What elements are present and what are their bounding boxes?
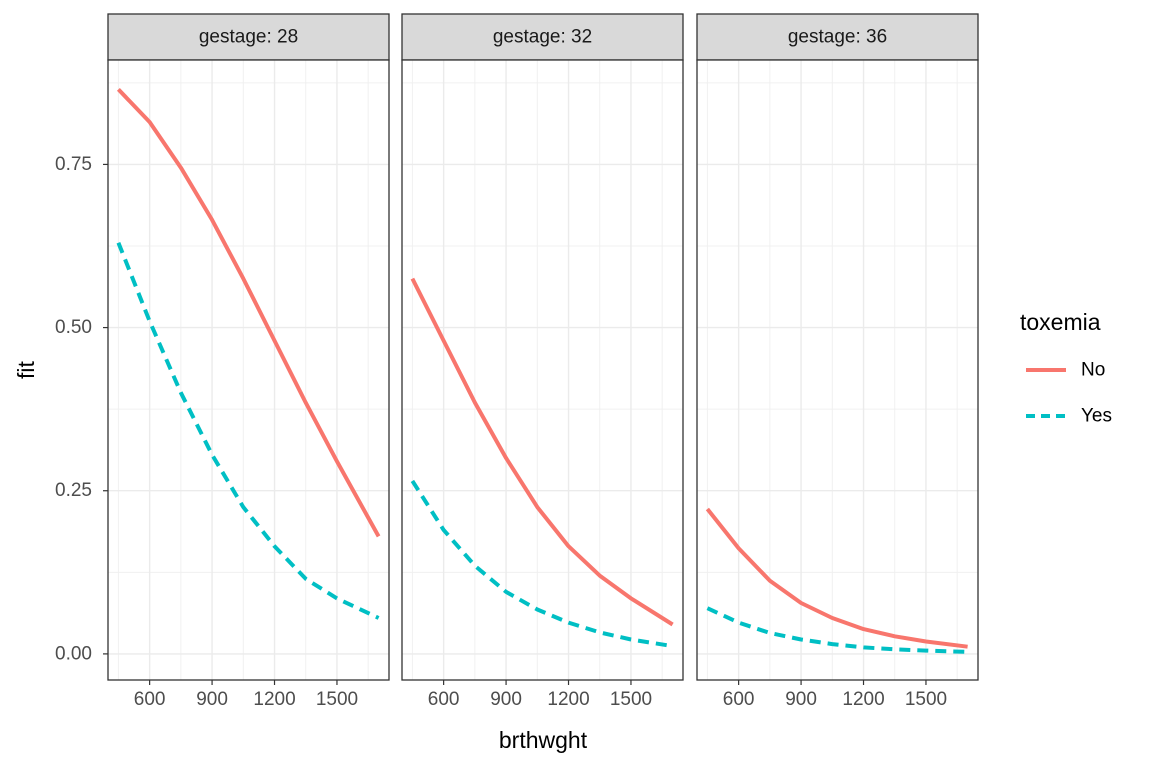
y-tick-label: 0.75: [55, 154, 92, 175]
facet-strip: [696, 13, 979, 61]
x-tick-label: 1200: [547, 689, 589, 710]
x-tick-label: 600: [428, 689, 460, 710]
legend: toxemia No Yes: [1020, 309, 1112, 427]
legend-label-yes: Yes: [1081, 406, 1112, 427]
x-tick-label: 1500: [316, 689, 358, 710]
panel-plot-area: 600 900 1200 1500: [401, 59, 684, 710]
panel-background: [108, 60, 389, 680]
facet-strip: [401, 13, 684, 61]
facet-panel-gestage-36: gestage: 36 600 900 1200 1500: [696, 13, 979, 710]
legend-label-no: No: [1081, 360, 1105, 381]
facet-strip-label: gestage: 36: [788, 27, 887, 48]
series-line-no: [116, 88, 381, 538]
panel-plot-area: 600 900 1200 1500: [696, 59, 979, 710]
x-tick-label: 900: [490, 689, 522, 710]
x-axis-title: brthwght: [499, 727, 588, 753]
facet-panel-gestage-28: gestage: 28 600 900 1200 1500: [103, 13, 390, 710]
x-tick-label: 1200: [842, 689, 884, 710]
facet-strip-label: gestage: 28: [199, 27, 298, 48]
facet-panel-gestage-32: gestage: 32 600 900 1200 1500: [401, 13, 684, 710]
x-tick-label: 600: [134, 689, 166, 710]
series-line-no: [705, 507, 968, 649]
y-tick-label: 0.50: [55, 317, 92, 338]
y-axis-title: fit: [13, 360, 39, 379]
y-tick-label: 0.25: [55, 480, 92, 501]
panel-background: [697, 60, 978, 680]
x-tick-label: 1200: [253, 689, 295, 710]
y-axis-ticks: 0.00 0.25 0.50 0.75: [55, 154, 92, 664]
series-line-yes: [410, 479, 673, 649]
panel-plot-area: 600 900 1200 1500: [103, 59, 390, 710]
y-tick-label: 0.00: [55, 643, 92, 664]
series-line-no: [410, 277, 674, 627]
panel-border: [107, 59, 390, 681]
series-line-yes: [706, 606, 968, 654]
facet-strip-label: gestage: 32: [493, 27, 592, 48]
legend-title: toxemia: [1020, 309, 1101, 335]
series-line-yes: [116, 241, 380, 620]
panel-border: [401, 59, 684, 681]
panel-border: [696, 59, 979, 681]
x-tick-label: 900: [196, 689, 228, 710]
x-tick-label: 900: [785, 689, 817, 710]
x-tick-label: 1500: [905, 689, 947, 710]
panel-background: [402, 60, 683, 680]
x-tick-label: 1500: [610, 689, 652, 710]
x-tick-label: 600: [723, 689, 755, 710]
